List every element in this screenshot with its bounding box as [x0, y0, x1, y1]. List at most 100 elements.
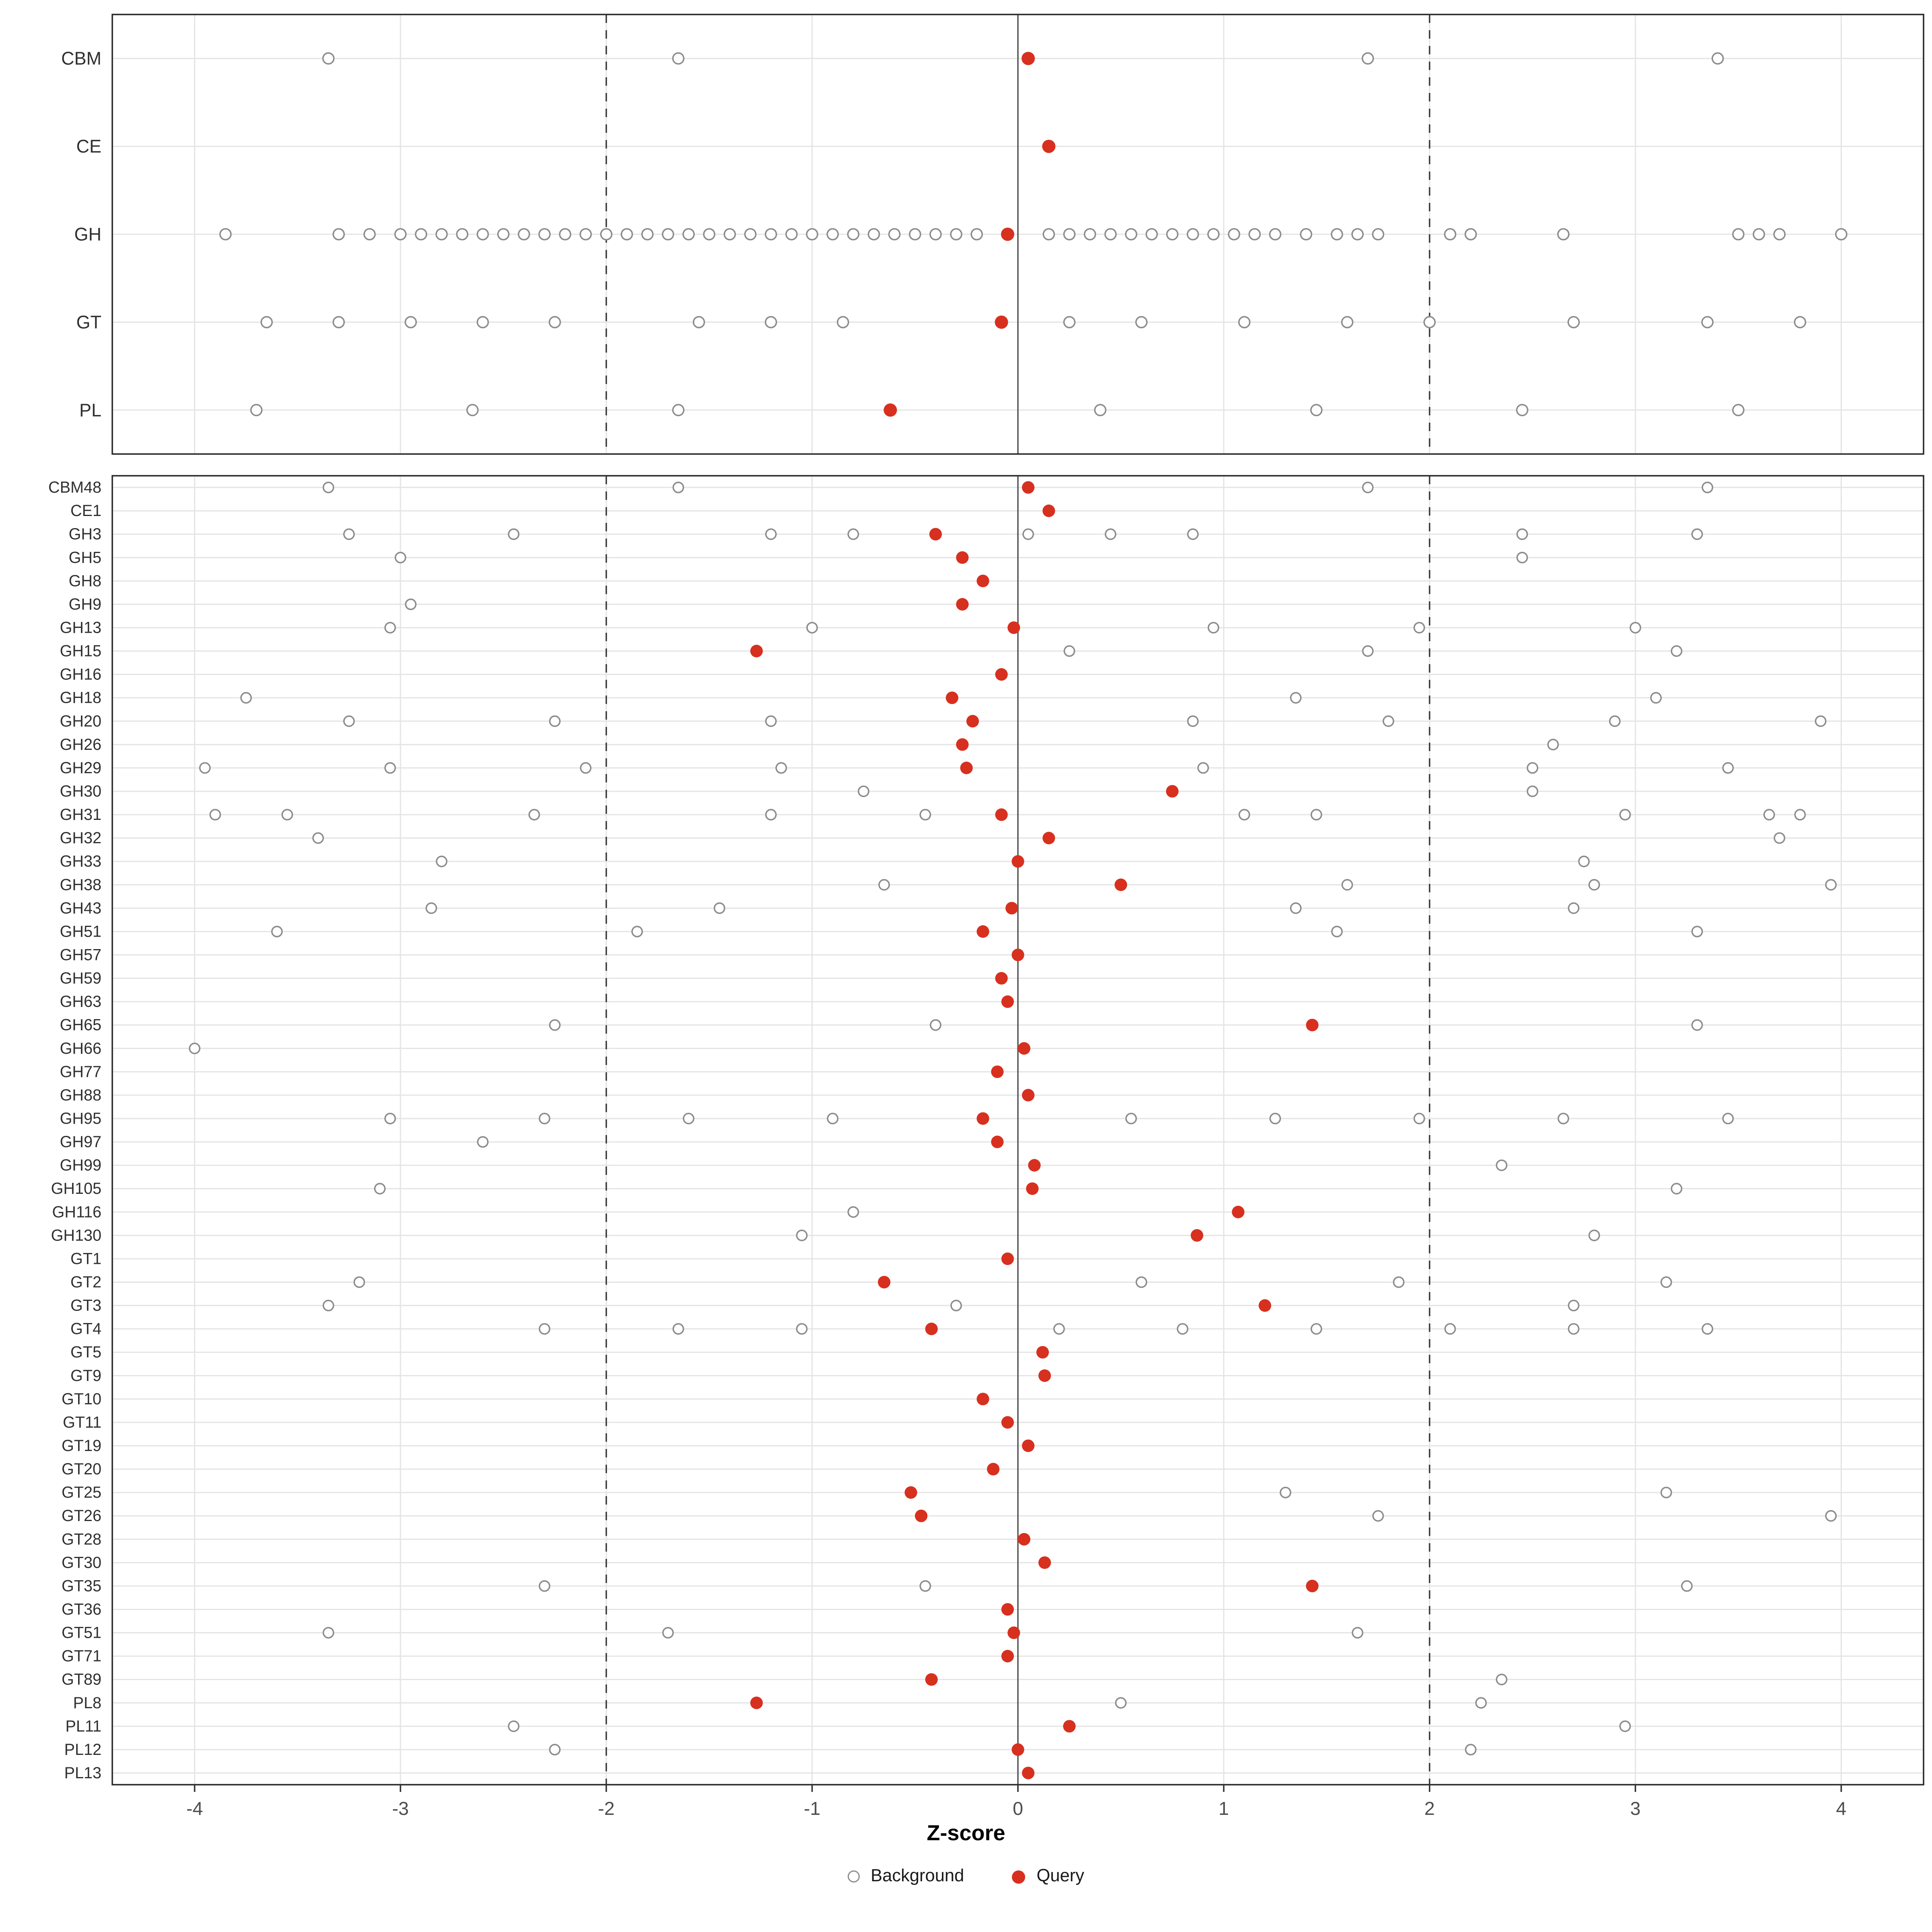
background-point	[723, 228, 736, 241]
background-point	[1413, 1113, 1425, 1125]
background-point	[322, 1300, 334, 1311]
background-point	[683, 1113, 695, 1125]
row-label-GT35: GT35	[62, 1577, 101, 1595]
background-point	[332, 228, 345, 241]
row-label-PL11: PL11	[66, 1717, 102, 1735]
background-point	[1444, 1323, 1456, 1335]
row-label-GH99: GH99	[60, 1156, 101, 1174]
background-point	[1135, 316, 1148, 328]
row-label-GT3: GT3	[70, 1297, 101, 1315]
x-tick-label: -2	[598, 1798, 615, 1819]
background-point	[579, 228, 592, 241]
query-point	[1001, 1416, 1014, 1429]
background-point	[847, 228, 860, 241]
background-point	[240, 692, 252, 704]
background-point	[363, 228, 376, 241]
query-point	[995, 668, 1008, 681]
background-point	[1691, 1019, 1703, 1031]
row-label-GH38: GH38	[60, 876, 101, 894]
background-point	[867, 228, 880, 241]
background-point	[827, 1113, 839, 1125]
background-point	[1763, 809, 1775, 821]
background-point	[1300, 228, 1313, 241]
background-point	[1341, 316, 1354, 328]
background-point	[1352, 1627, 1364, 1639]
background-point	[425, 902, 438, 914]
row-label-GH116: GH116	[52, 1203, 101, 1221]
background-point	[1773, 832, 1785, 844]
background-point	[878, 879, 890, 891]
row-label-PL13: PL13	[64, 1764, 101, 1782]
background-point	[1063, 645, 1075, 657]
row-label-GT25: GT25	[62, 1484, 101, 1501]
background-point	[1629, 622, 1641, 634]
background-point	[1362, 645, 1374, 657]
row-label-GH51: GH51	[60, 923, 101, 940]
background-point	[1465, 1744, 1477, 1756]
background-point	[1568, 902, 1580, 914]
query-point	[1011, 948, 1024, 962]
background-point	[1794, 809, 1806, 821]
background-point	[1752, 228, 1765, 241]
background-point	[1022, 528, 1034, 540]
row-label-CBM: CBM	[61, 48, 101, 69]
x-tick-label: -1	[804, 1798, 820, 1819]
background-point	[796, 1323, 808, 1335]
query-point	[1038, 1556, 1051, 1569]
background-point	[477, 316, 489, 328]
background-point	[888, 228, 901, 241]
row-label-GT4: GT4	[70, 1320, 101, 1338]
background-point	[672, 52, 685, 65]
background-point	[1835, 228, 1847, 241]
background-point	[1701, 316, 1714, 328]
query-point	[925, 1673, 938, 1686]
background-point	[209, 809, 221, 821]
background-point	[1496, 1159, 1508, 1171]
row-label-CBM48: CBM48	[48, 479, 101, 496]
background-point	[1166, 228, 1179, 241]
background-point	[693, 316, 705, 328]
query-point	[956, 598, 969, 611]
query-point	[995, 315, 1008, 329]
background-point	[662, 228, 674, 241]
background-point	[1619, 809, 1631, 821]
background-point	[1732, 404, 1745, 417]
background-point	[343, 528, 355, 540]
query-point	[1007, 621, 1020, 634]
background-point	[765, 809, 777, 821]
background-point	[1722, 762, 1734, 774]
query-point	[966, 715, 979, 728]
row-label-GT10: GT10	[62, 1390, 101, 1408]
background-point	[1413, 622, 1425, 634]
background-point	[1362, 52, 1374, 65]
background-point	[538, 228, 551, 241]
background-point	[1372, 1510, 1384, 1522]
x-tick-label: 2	[1424, 1798, 1435, 1819]
background-point	[1290, 692, 1302, 704]
background-point	[1527, 785, 1538, 797]
background-point	[703, 228, 716, 241]
legend-item-query: Query	[1012, 1867, 1084, 1886]
background-point	[765, 715, 777, 727]
row-label-GH8: GH8	[69, 572, 101, 590]
row-label-GH30: GH30	[60, 782, 101, 800]
background-point	[744, 228, 757, 241]
query-point	[750, 1697, 763, 1709]
background-point	[332, 316, 345, 328]
background-point	[1609, 715, 1621, 727]
query-point	[1001, 995, 1014, 1008]
background-point	[1280, 1486, 1292, 1499]
background-point	[1568, 1323, 1580, 1335]
background-point	[847, 528, 859, 540]
background-point	[1310, 404, 1323, 417]
query-point	[1001, 1603, 1014, 1616]
background-point	[1773, 228, 1786, 241]
row-label-GH95: GH95	[60, 1110, 101, 1127]
background-point	[1248, 228, 1261, 241]
query-point	[1026, 1182, 1039, 1195]
query-point	[995, 972, 1008, 985]
background-point	[1341, 879, 1353, 891]
query-point	[750, 644, 763, 658]
background-point	[271, 925, 283, 937]
row-label-GH63: GH63	[60, 993, 101, 1011]
